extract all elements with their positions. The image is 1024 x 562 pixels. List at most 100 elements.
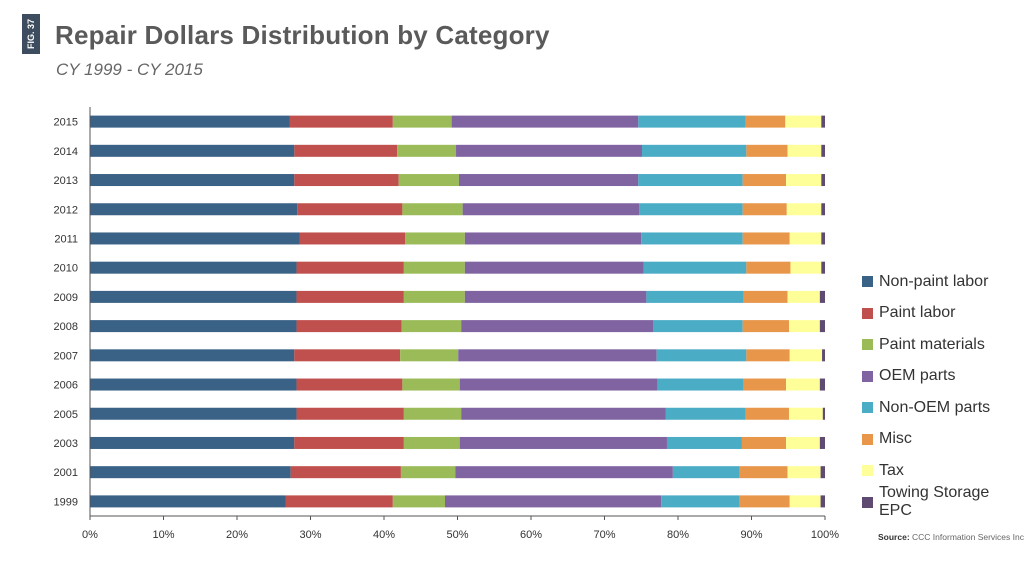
bar-segment-2009-paint-labor bbox=[296, 290, 404, 303]
bar-segment-2001-non-paint-labor bbox=[90, 466, 291, 479]
bar-segment-2011-paint-materials bbox=[405, 232, 465, 245]
bar-segment-2013-tax bbox=[786, 174, 822, 187]
bar-segment-2003-misc bbox=[741, 436, 787, 449]
bar-segment-2003-paint-labor bbox=[294, 436, 404, 449]
bar-segment-2014-tax bbox=[787, 144, 822, 157]
bar-segment-2013-paint-labor bbox=[294, 174, 399, 187]
bar-segment-2014-non-paint-labor bbox=[90, 144, 295, 157]
bar-segment-2013-non-oem-parts bbox=[638, 174, 743, 187]
bar-segment-2003-tax bbox=[786, 436, 820, 449]
bar-segment-2001-towing-storage-epc bbox=[820, 466, 825, 479]
bar-segment-2007-oem-parts bbox=[458, 349, 657, 362]
bar-segment-2011-paint-labor bbox=[299, 232, 406, 245]
bar-segment-2007-non-paint-labor bbox=[90, 349, 295, 362]
legend-label: Paint materials bbox=[879, 335, 985, 353]
bar-segment-2005-misc bbox=[745, 407, 789, 420]
y-tick-label: 2012 bbox=[54, 204, 78, 216]
bar-segment-1999-oem-parts bbox=[445, 495, 662, 508]
bar-segment-2010-misc bbox=[746, 261, 791, 274]
y-tick-label: 2010 bbox=[54, 263, 78, 275]
bar-segment-2012-misc bbox=[742, 203, 787, 216]
y-tick-label: 2001 bbox=[54, 467, 78, 479]
bar-segment-2008-misc bbox=[742, 320, 789, 333]
bar-segment-2007-non-oem-parts bbox=[656, 349, 747, 362]
bar-segment-2015-oem-parts bbox=[451, 115, 639, 128]
y-tick-label: 2003 bbox=[54, 438, 78, 450]
bar-segment-2007-paint-materials bbox=[400, 349, 459, 362]
bar-segment-2015-tax bbox=[785, 115, 822, 128]
legend-label: Paint labor bbox=[879, 304, 956, 322]
legend-swatch bbox=[862, 465, 873, 477]
legend-swatch bbox=[862, 276, 873, 288]
bar-segment-1999-non-oem-parts bbox=[661, 495, 740, 508]
x-tick-label: 60% bbox=[520, 529, 542, 541]
legend-label: Non-paint labor bbox=[879, 272, 989, 290]
bar-segment-2010-tax bbox=[790, 261, 822, 274]
legend-item-paint-labor: Paint labor bbox=[862, 298, 1024, 330]
bar-segment-2006-non-paint-labor bbox=[90, 378, 297, 391]
x-tick-label: 40% bbox=[373, 529, 395, 541]
x-tick-label: 100% bbox=[811, 529, 839, 541]
bar-segment-2015-towing-storage-epc bbox=[821, 115, 825, 128]
bar-segment-2006-paint-labor bbox=[296, 378, 403, 391]
x-tick-label: 0% bbox=[82, 529, 98, 541]
bar-segment-2014-towing-storage-epc bbox=[821, 144, 825, 157]
bar-segment-2012-paint-materials bbox=[402, 203, 463, 216]
bar-segment-2001-paint-materials bbox=[400, 466, 456, 479]
legend-label: Tax bbox=[879, 461, 904, 479]
legend-item-paint-materials: Paint materials bbox=[862, 329, 1024, 361]
y-tick-label: 2013 bbox=[54, 175, 78, 187]
bar-segment-2009-non-paint-labor bbox=[90, 290, 297, 303]
legend-swatch bbox=[862, 402, 873, 414]
bar-segment-2009-misc bbox=[743, 290, 788, 303]
figure-number-tag: FIG. 37 bbox=[22, 14, 40, 54]
bar-segment-2008-non-oem-parts bbox=[653, 320, 743, 333]
y-tick-label: 2011 bbox=[54, 233, 78, 245]
bar-segment-2010-paint-labor bbox=[296, 261, 404, 274]
bar-segment-2007-tax bbox=[789, 349, 823, 362]
bar-segment-2003-paint-materials bbox=[403, 436, 460, 449]
source-text: CCC Information Services Inc. bbox=[912, 532, 1024, 542]
bar-segment-2012-towing-storage-epc bbox=[821, 203, 825, 216]
x-tick-label: 90% bbox=[740, 529, 762, 541]
bar-segment-2001-misc bbox=[739, 466, 788, 479]
bar-segment-1999-paint-materials bbox=[392, 495, 446, 508]
bar-segment-2007-misc bbox=[746, 349, 790, 362]
bar-segment-2005-oem-parts bbox=[461, 407, 666, 420]
bar-segment-2005-paint-labor bbox=[296, 407, 404, 420]
bar-segment-2009-tax bbox=[787, 290, 820, 303]
bar-segment-2014-paint-labor bbox=[294, 144, 398, 157]
bar-segment-2013-oem-parts bbox=[458, 174, 639, 187]
bar-segment-2010-oem-parts bbox=[464, 261, 644, 274]
bar-segment-2008-oem-parts bbox=[461, 320, 654, 333]
y-tick-label: 2014 bbox=[54, 146, 78, 158]
legend-item-tax: Tax bbox=[862, 455, 1024, 487]
bar-segment-2001-tax bbox=[787, 466, 821, 479]
bar-segment-1999-misc bbox=[739, 495, 790, 508]
x-tick-label: 20% bbox=[226, 529, 248, 541]
bar-segment-2009-paint-materials bbox=[403, 290, 465, 303]
bar-segment-2006-towing-storage-epc bbox=[819, 378, 825, 391]
bar-segment-2005-towing-storage-epc bbox=[822, 407, 825, 420]
bar-segment-2015-non-paint-labor bbox=[90, 115, 290, 128]
legend-item-oem-parts: OEM parts bbox=[862, 361, 1024, 393]
bar-segment-2014-paint-materials bbox=[397, 144, 457, 157]
x-tick-label: 30% bbox=[299, 529, 321, 541]
x-tick-label: 80% bbox=[667, 529, 689, 541]
bar-segment-2009-non-oem-parts bbox=[646, 290, 744, 303]
x-tick-label: 10% bbox=[152, 529, 174, 541]
legend-swatch bbox=[862, 496, 873, 508]
bar-segment-2015-paint-materials bbox=[392, 115, 452, 128]
bar-segment-2012-non-paint-labor bbox=[90, 203, 298, 216]
bar-segment-2013-non-paint-labor bbox=[90, 174, 295, 187]
bar-segment-1999-non-paint-labor bbox=[90, 495, 286, 508]
bar-segment-1999-towing-storage-epc bbox=[820, 495, 825, 508]
bar-segment-2012-non-oem-parts bbox=[639, 203, 743, 216]
legend-item-towing-storage-epc: Towing Storage EPC bbox=[862, 484, 1024, 519]
bar-segment-2005-tax bbox=[788, 407, 823, 420]
bar-segment-2003-non-oem-parts bbox=[666, 436, 742, 449]
bar-segment-2005-non-paint-labor bbox=[90, 407, 297, 420]
bar-segment-2006-tax bbox=[786, 378, 820, 391]
bar-segment-2001-paint-labor bbox=[290, 466, 401, 479]
